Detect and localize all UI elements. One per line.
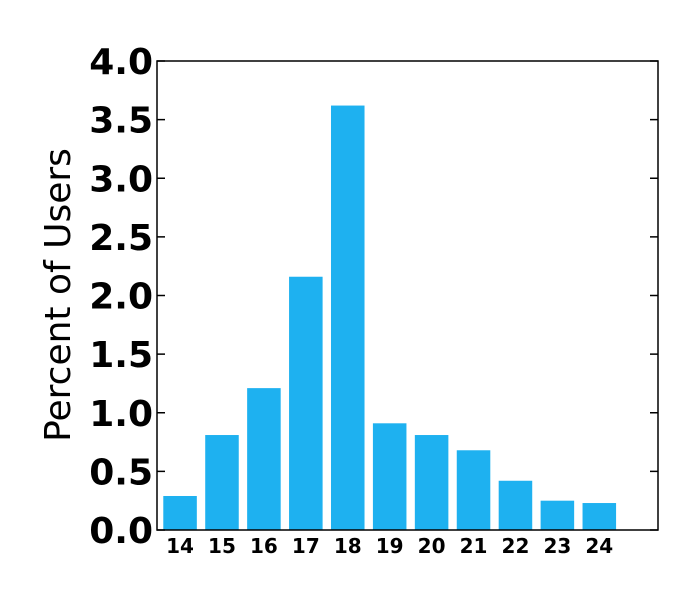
x-tick-label: 21: [460, 534, 488, 558]
y-axis-ticks: 0.0 0.5 1.0 1.5 2.0 2.5 3.0 3.5 4.0: [89, 42, 658, 552]
x-tick-label: 20: [418, 534, 446, 558]
bar-23: [540, 500, 575, 530]
bar-17: [289, 276, 323, 530]
bar-15: [205, 435, 239, 530]
y-tick-label: 2.0: [89, 277, 153, 318]
x-tick-label: 19: [376, 534, 404, 558]
y-axis-label: Percent of Users: [38, 148, 79, 442]
x-tick-label: 18: [334, 534, 362, 558]
x-tick-label: 22: [502, 534, 530, 558]
bar-16: [247, 388, 281, 530]
bar-20: [414, 435, 449, 530]
bar-14: [163, 495, 197, 530]
x-tick-label: 16: [250, 534, 278, 558]
x-tick-label: 23: [543, 534, 571, 558]
bar-18: [330, 105, 365, 531]
bar-19: [372, 423, 407, 530]
x-tick-label: 15: [208, 534, 236, 558]
bar-22: [498, 480, 533, 530]
y-tick-label: 3.0: [89, 159, 153, 200]
x-tick-label: 14: [166, 534, 194, 558]
y-tick-label: 0.0: [89, 511, 153, 552]
y-tick-label: 3.5: [89, 101, 153, 142]
bars-group: [163, 105, 617, 531]
y-tick-label: 0.5: [89, 452, 153, 493]
x-tick-label: 24: [585, 534, 613, 558]
bar-24: [582, 503, 617, 530]
y-tick-label: 1.5: [89, 335, 153, 376]
y-tick-label: 2.5: [89, 218, 153, 259]
bar-21: [456, 450, 491, 530]
x-axis-ticks: 14 15 16 17 18 19 20 21 22 23 24: [166, 534, 613, 558]
x-tick-label: 17: [292, 534, 320, 558]
y-tick-label: 4.0: [89, 42, 153, 83]
y-tick-label: 1.0: [89, 394, 153, 435]
